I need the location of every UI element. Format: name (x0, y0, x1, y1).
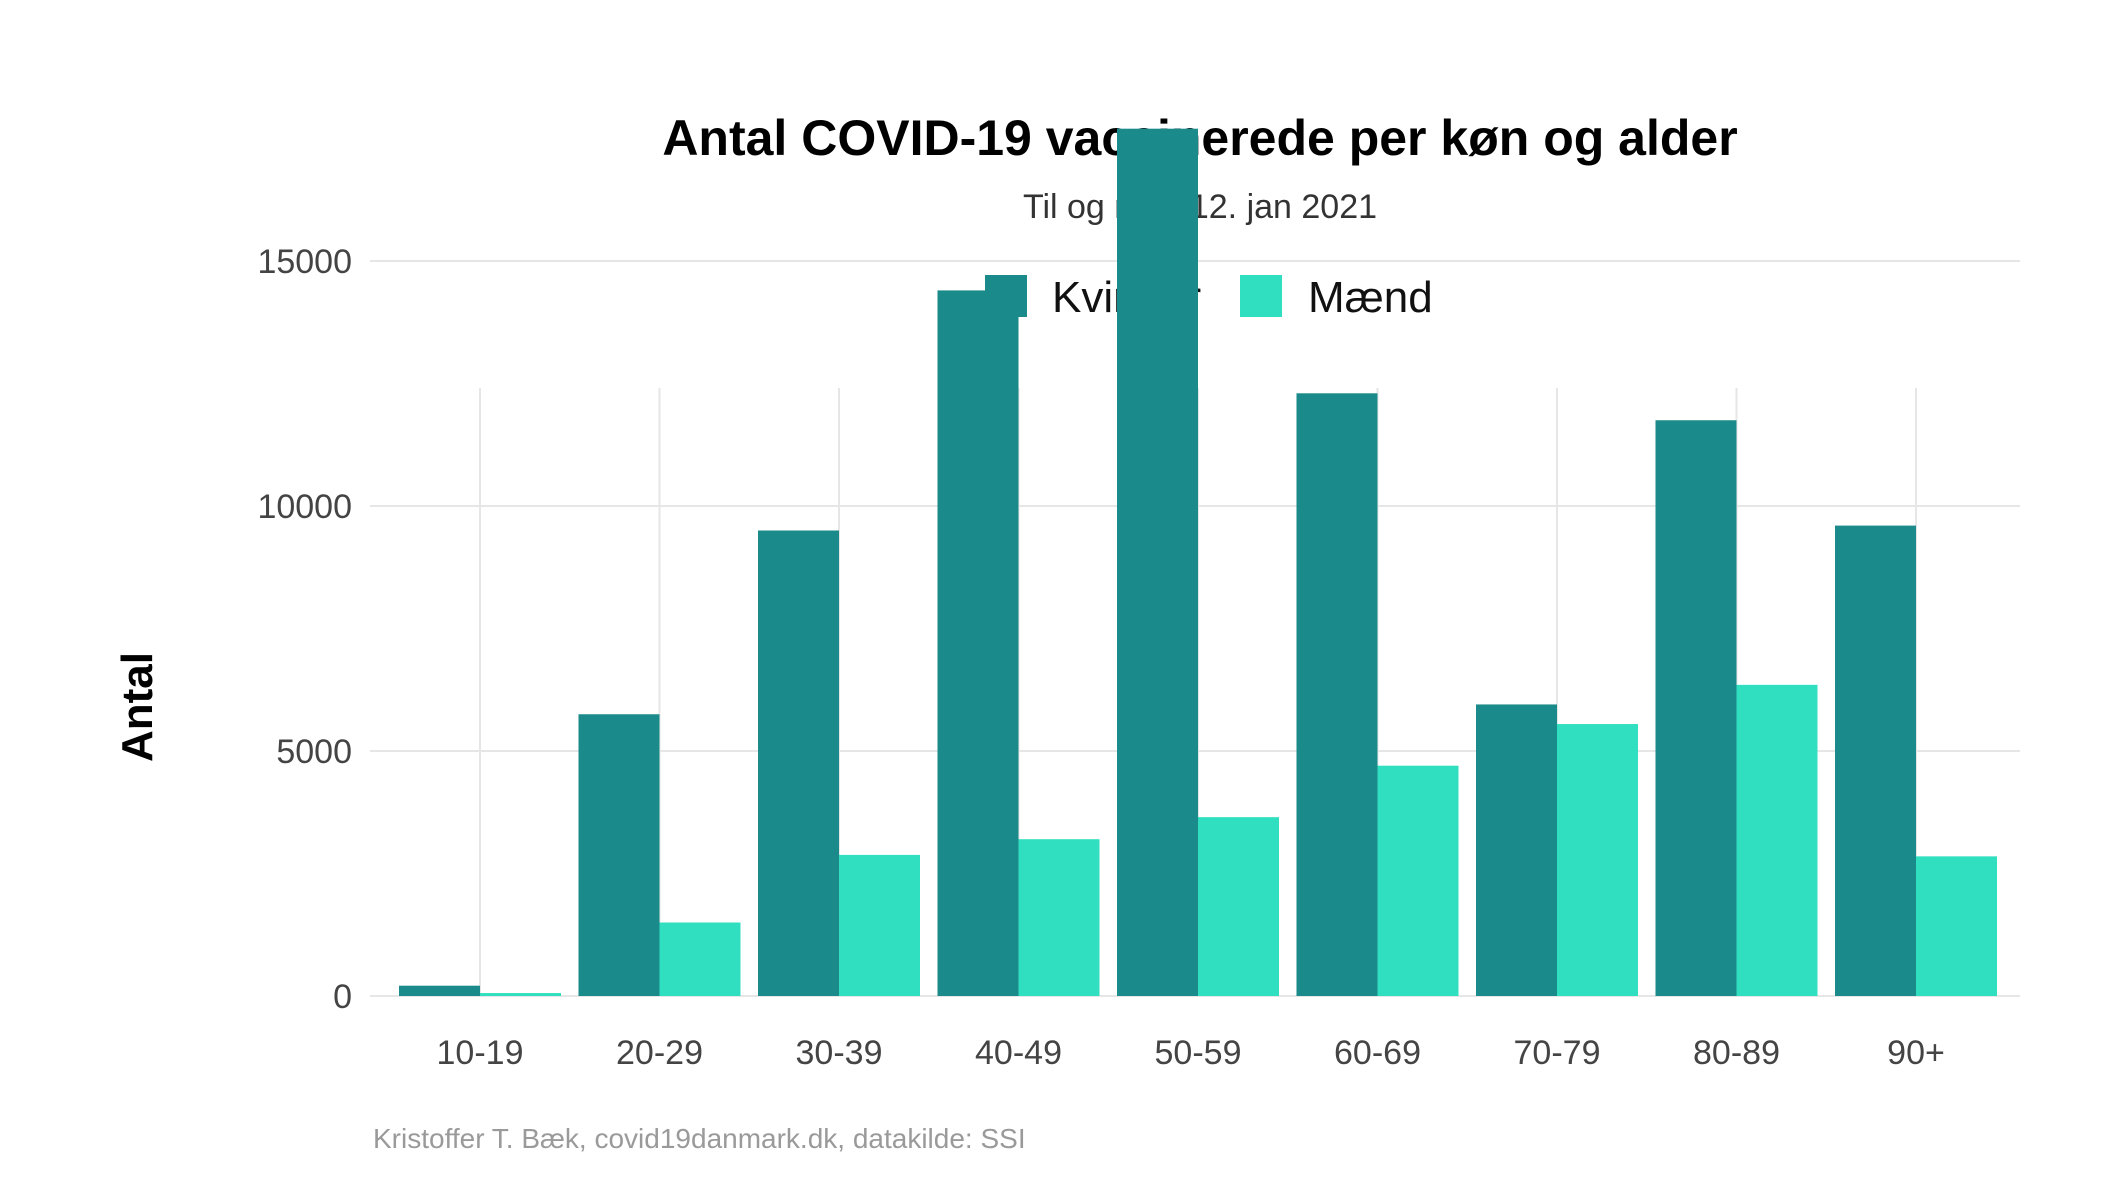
bar-kvinder (937, 290, 1019, 996)
chart-caption: Kristoffer T. Bæk, covid19danmark.dk, da… (373, 1123, 1026, 1154)
y-tick-label: 15000 (257, 243, 352, 281)
y-axis-title: Antal (113, 652, 162, 762)
bar-maend (1198, 817, 1279, 996)
x-tick-label: 20-29 (616, 1034, 703, 1072)
bar-kvinder (578, 714, 660, 996)
y-tick-label: 10000 (257, 488, 352, 526)
bar-maend (1018, 839, 1100, 996)
x-tick-label: 40-49 (975, 1034, 1062, 1072)
bar-maend (480, 993, 561, 996)
bar-maend (1557, 724, 1638, 996)
bar-kvinder (1655, 420, 1737, 996)
x-tick-label: 50-59 (1155, 1034, 1242, 1072)
x-tick-label: 70-79 (1514, 1034, 1601, 1072)
y-tick-label: 5000 (276, 733, 352, 771)
legend-swatch-maend (1240, 275, 1282, 317)
bar-kvinder (758, 530, 839, 996)
bar-kvinder (1835, 525, 1916, 996)
bar-kvinder (1476, 704, 1557, 996)
chart-subtitle: Til og med 12. jan 2021 (1023, 188, 1377, 226)
legend: Kvinder Mænd (985, 273, 1433, 322)
bar-kvinder (1117, 128, 1198, 996)
legend-label-maend: Mænd (1308, 273, 1433, 322)
bar-maend (1736, 684, 1818, 996)
x-tick-label: 60-69 (1334, 1034, 1421, 1072)
y-tick-label: 0 (333, 978, 352, 1016)
x-tick-label: 30-39 (796, 1034, 883, 1072)
bar-maend (659, 922, 741, 996)
chart-title: Antal COVID-19 vaccinerede per køn og al… (662, 110, 1737, 166)
bar-maend (839, 854, 920, 996)
x-tick-label: 90+ (1887, 1034, 1945, 1072)
bar-kvinder (1296, 393, 1378, 996)
x-tick-label: 80-89 (1693, 1034, 1780, 1072)
plot-area: 0 5000 10000 15000 10-19 20-29 30-39 40-49 50-59… (257, 128, 2020, 1072)
bar-maend (1916, 856, 1997, 996)
x-tick-label: 10-19 (437, 1034, 524, 1072)
bar-kvinder (399, 985, 480, 996)
bar-maend (1377, 765, 1459, 996)
